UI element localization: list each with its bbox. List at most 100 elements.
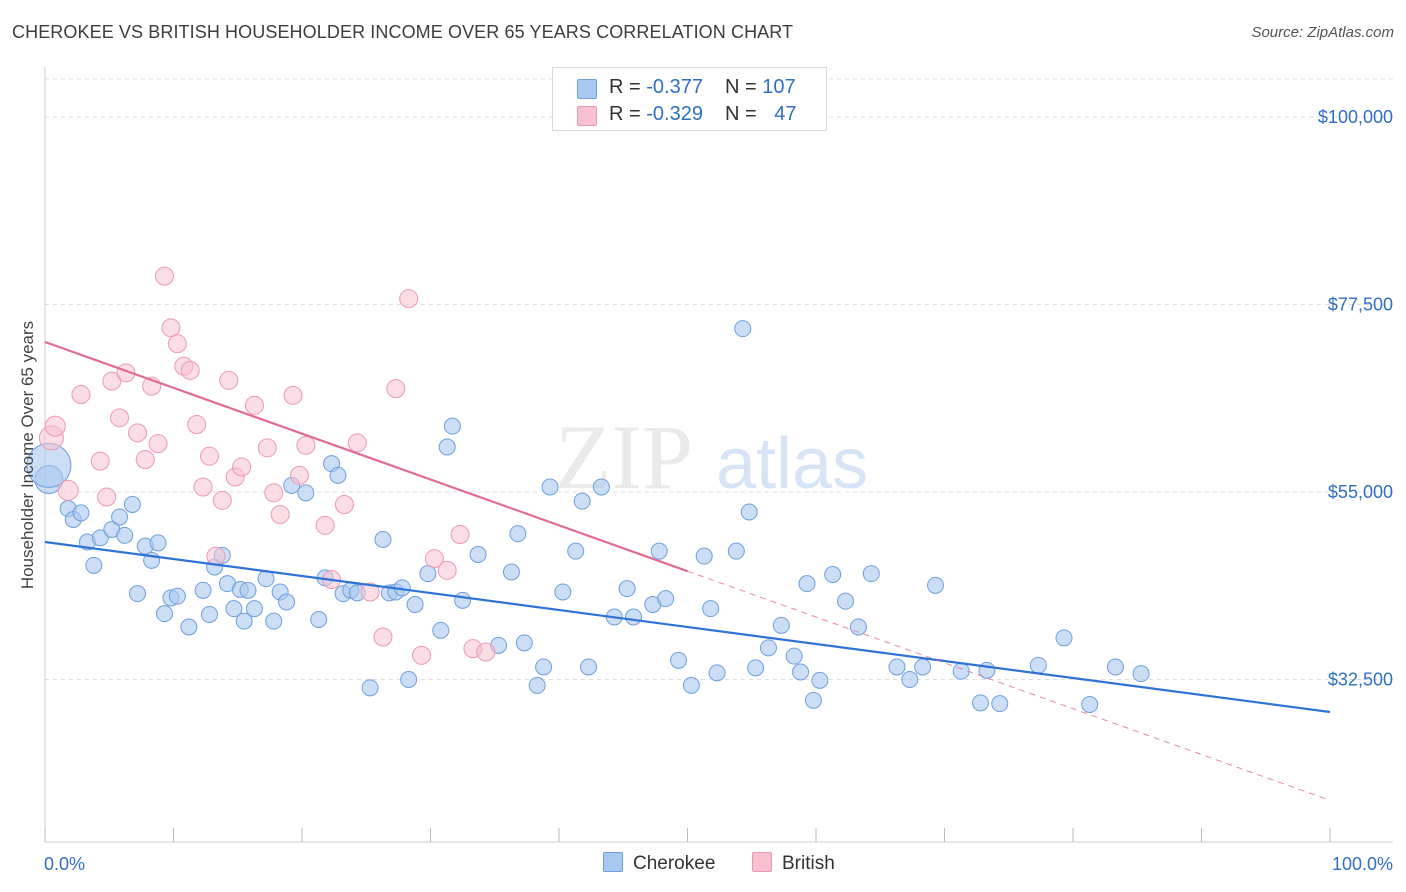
- x-tick-label-max: 100.0%: [1332, 854, 1393, 874]
- cherokee-point: [245, 600, 263, 618]
- cherokee-point: [85, 556, 103, 574]
- cherokee-point: [111, 508, 129, 526]
- british-point: [386, 379, 406, 399]
- cherokee-point: [535, 658, 553, 676]
- cherokee-point: [374, 531, 392, 548]
- british-point: [167, 334, 187, 354]
- british-point: [90, 451, 110, 471]
- watermark-atlas: atlas: [716, 424, 868, 504]
- cherokee-swatch: [577, 79, 597, 99]
- y-tick-label: $77,500: [1328, 295, 1393, 315]
- cherokee-point: [156, 605, 174, 623]
- cherokee-point: [991, 695, 1009, 713]
- cherokee-legend-label: Cherokee: [633, 853, 716, 874]
- cherokee-point: [329, 466, 347, 484]
- british-point: [315, 515, 335, 535]
- cherokee-point: [927, 576, 945, 594]
- r-label: R =: [609, 76, 647, 98]
- legend-cherokee-text: R = -0.377 N = 107: [609, 76, 796, 99]
- cherokee-point: [1106, 658, 1124, 676]
- cherokee-point: [837, 592, 855, 610]
- cherokee-point: [297, 484, 315, 502]
- cherokee-point: [650, 542, 668, 560]
- cherokee-point: [682, 676, 700, 694]
- british-point: [283, 385, 303, 405]
- cherokee-point: [123, 496, 141, 513]
- chart-title: CHEROKEE VS BRITISH HOUSEHOLDER INCOME O…: [12, 22, 794, 42]
- cherokee-point: [168, 587, 186, 605]
- cherokee-point: [727, 542, 745, 560]
- y-tick-label: $32,500: [1328, 670, 1393, 690]
- cherokee-point: [278, 593, 296, 611]
- british-trend-line: [44, 340, 688, 573]
- cherokee-point: [515, 634, 533, 652]
- cherokee-point: [541, 478, 559, 496]
- cherokee-point: [592, 478, 610, 496]
- british-point: [232, 457, 252, 477]
- british-legend-swatch: [752, 852, 772, 872]
- watermark-zip: ZIP: [555, 406, 693, 508]
- cherokee-point: [235, 612, 253, 630]
- british-point: [155, 266, 175, 286]
- cherokee-point: [116, 526, 134, 544]
- cherokee-point: [438, 438, 456, 456]
- cherokee-n-value: 107: [762, 76, 796, 98]
- british-point: [360, 582, 380, 602]
- cherokee-point: [952, 662, 970, 680]
- cherokee-point: [625, 608, 643, 626]
- cherokee-point: [400, 671, 418, 688]
- cherokee-point: [149, 534, 167, 552]
- british-point: [148, 434, 168, 454]
- cherokee-point: [792, 663, 810, 681]
- british-point: [128, 423, 148, 443]
- legend: R = -0.377 N = 107 R = -0.329 N = 47: [552, 67, 827, 131]
- british-point: [219, 370, 239, 390]
- british-r-value: -0.329: [646, 103, 703, 125]
- cherokee-point: [567, 542, 585, 560]
- source-label: Source: ZipAtlas.com: [1251, 24, 1394, 41]
- cherokee-point: [554, 583, 572, 601]
- cherokee-point: [759, 639, 777, 657]
- cherokee-point: [708, 664, 726, 682]
- british-point: [296, 435, 316, 455]
- cherokee-point: [469, 546, 487, 563]
- cherokee-legend-swatch: [603, 852, 623, 872]
- n-label: N =: [724, 103, 763, 125]
- cherokee-point: [239, 581, 257, 599]
- trend-lines: [44, 340, 1331, 801]
- cherokee-point: [180, 618, 198, 636]
- british-point: [199, 446, 219, 466]
- cherokee-point: [695, 547, 713, 565]
- british-point: [44, 415, 66, 437]
- cherokee-point: [1081, 696, 1099, 713]
- cherokee-point: [824, 566, 842, 583]
- bottom-legend-cherokee: Cherokee: [603, 852, 715, 875]
- cherokee-point: [454, 591, 472, 609]
- cherokee-point: [265, 612, 283, 630]
- british-point: [135, 450, 155, 469]
- british-point: [102, 371, 122, 391]
- cherokee-point: [573, 492, 591, 510]
- british-point: [373, 627, 393, 647]
- legend-british-text: R = -0.329 N = 47: [609, 103, 796, 126]
- cherokee-point: [72, 504, 90, 522]
- bottom-legend-british: British: [752, 852, 835, 875]
- cherokee-point: [509, 525, 527, 543]
- cherokee-point: [785, 647, 803, 665]
- n-label: N =: [724, 76, 763, 98]
- british-point: [206, 546, 226, 566]
- cherokee-point: [1055, 629, 1073, 647]
- cherokee-point: [811, 671, 829, 689]
- british-point: [412, 645, 432, 665]
- cherokee-point: [804, 691, 822, 709]
- x-tick-label-min: 0.0%: [44, 854, 85, 874]
- british-point: [424, 549, 444, 569]
- cherokee-point: [432, 621, 450, 639]
- british-point: [289, 465, 309, 485]
- british-series: [38, 266, 496, 665]
- cherokee-point: [740, 503, 758, 521]
- british-point: [193, 477, 213, 497]
- cherokee-r-value: -0.377: [646, 76, 703, 98]
- cherokee-point: [888, 658, 906, 676]
- british-point: [244, 395, 264, 415]
